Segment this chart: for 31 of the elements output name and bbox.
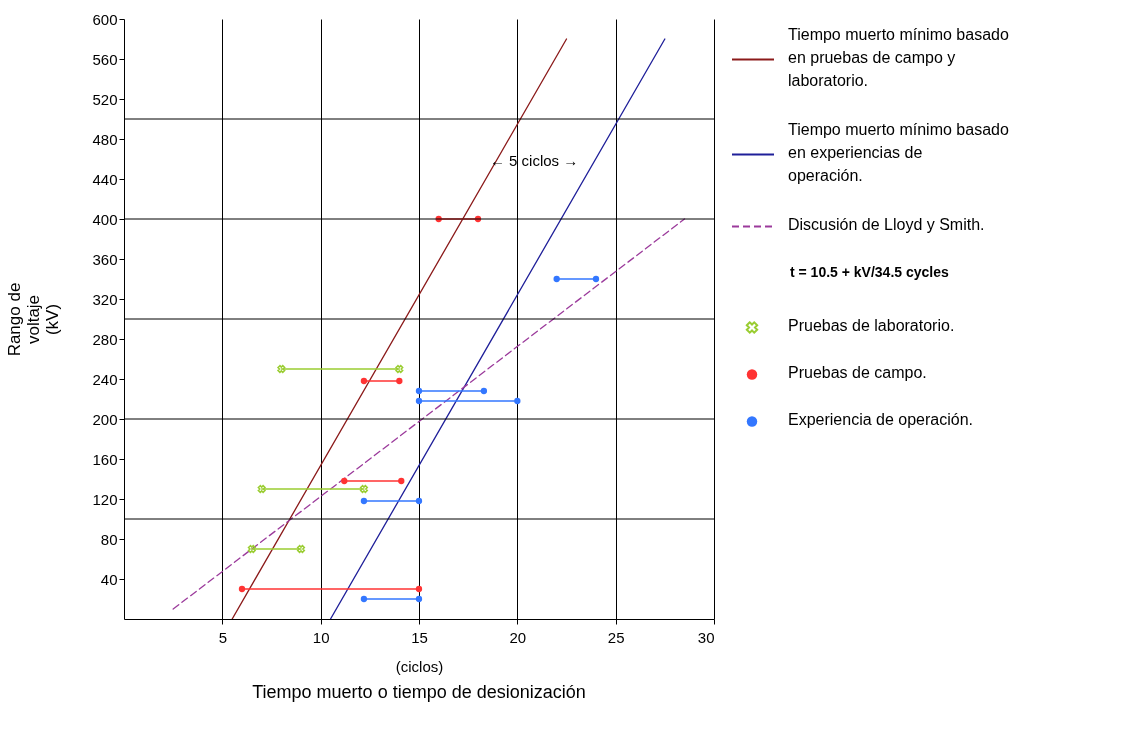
x-tick-label: 10 <box>312 628 330 646</box>
y-tick-label: 360 <box>92 250 118 268</box>
y-tick-label: 160 <box>92 450 118 468</box>
y-tick-label: 240 <box>92 370 118 388</box>
legend-label: Experiencia de operación. <box>788 411 974 428</box>
text: t = 10.5 + kV/34.5 cycles <box>790 264 950 280</box>
legend-label: Tiempo muerto mínimo basado en experiencias de operación. <box>788 121 1009 184</box>
x-tick-label: 25 <box>607 628 625 646</box>
x-tick-label: 15 <box>411 628 428 646</box>
x-axis-title: (ciclos) <box>395 657 444 675</box>
x-tick-label: 20 <box>509 628 527 646</box>
y-tick-label: 400 <box>92 210 118 228</box>
y-tick-label: 40 <box>100 570 118 588</box>
y-axis-title: Rango de voltaje (kV) <box>5 282 63 357</box>
y-tick-label: 200 <box>92 410 118 428</box>
y-tick-label: 480 <box>92 130 118 148</box>
y-tick-label: 600 <box>92 10 118 28</box>
y-tick-label: 320 <box>92 290 118 308</box>
x-tick-label: 5 <box>218 628 228 646</box>
y-tick-label: 80 <box>100 530 118 548</box>
y-tick-label: 280 <box>92 330 118 348</box>
legend-label: Discusión de Lloyd y Smith. <box>788 216 985 233</box>
y-tick-label: 440 <box>92 170 118 188</box>
y-tick-label: 120 <box>92 490 118 508</box>
legend-label: Pruebas de laboratorio. <box>788 317 955 334</box>
legend-label: Tiempo muerto mínimo basado en pruebas de campo y laboratorio. <box>788 26 1009 89</box>
text: Tiempo muerto o tiempo de desionización <box>252 682 586 702</box>
x-tick-label: 30 <box>697 628 715 646</box>
y-tick-label: 520 <box>92 90 118 108</box>
legend-label: Pruebas de campo. <box>788 364 927 381</box>
y-tick-label: 560 <box>92 50 118 68</box>
